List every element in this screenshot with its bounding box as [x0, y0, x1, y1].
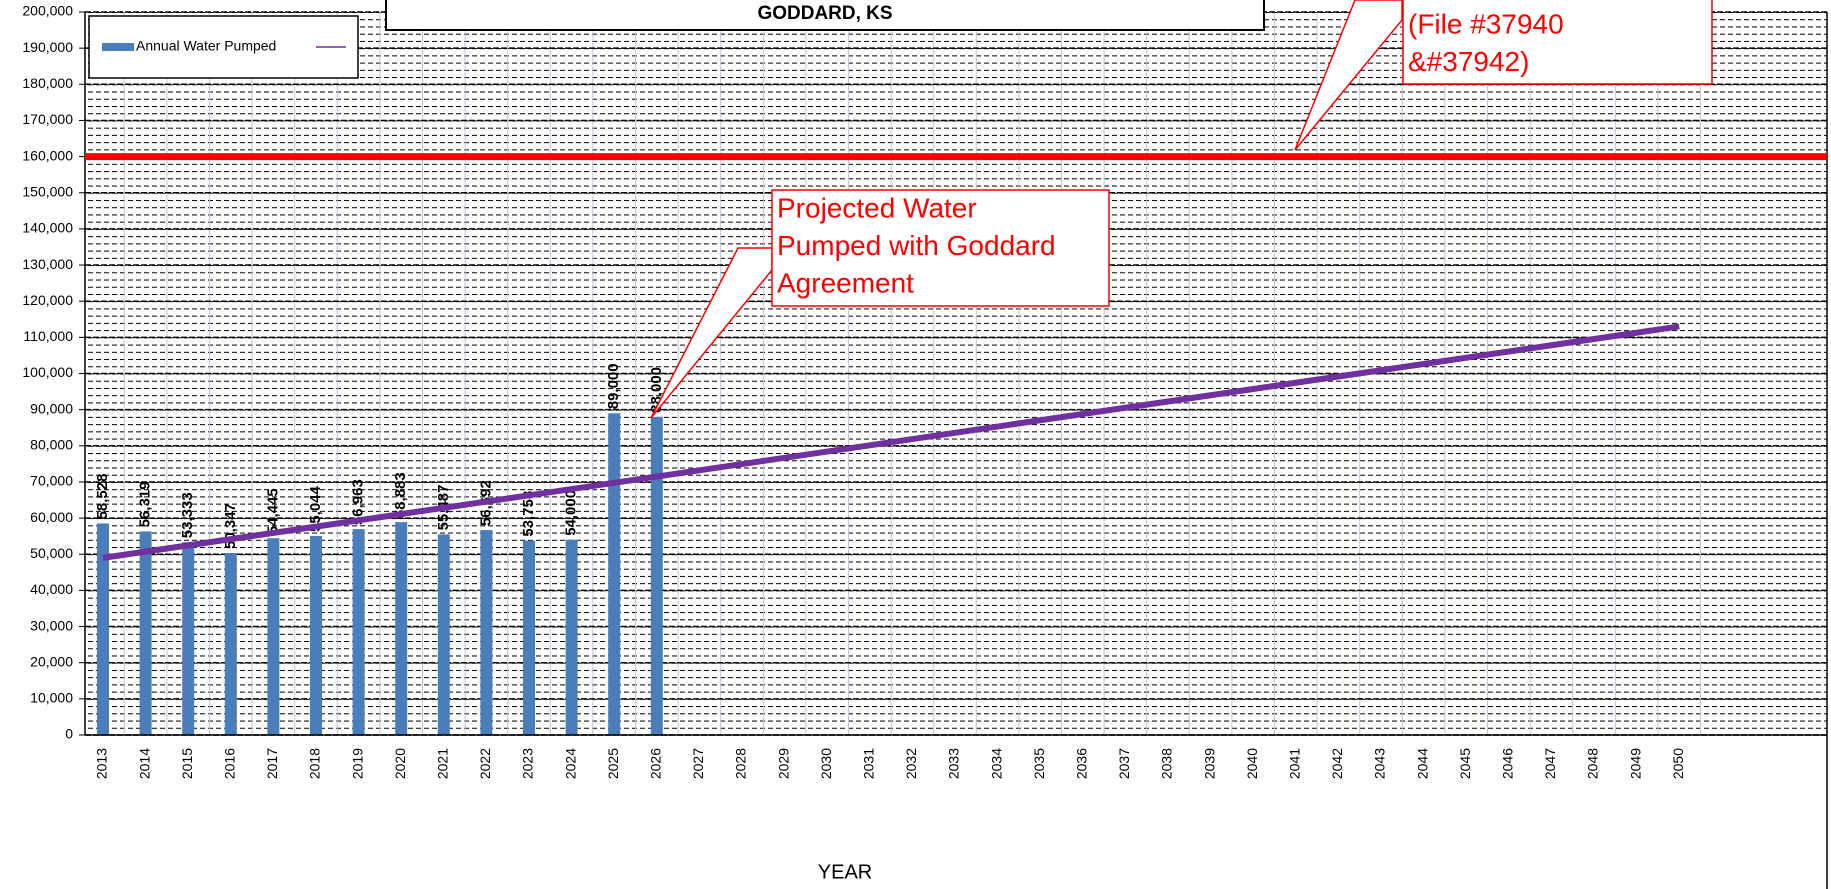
y-tick-label: 120,000: [22, 292, 73, 308]
x-tick-label: 2048: [1585, 748, 1601, 779]
y-tick-label: 60,000: [30, 509, 73, 525]
bar: [480, 530, 493, 735]
legend-label: Annual Water Pumped: [136, 38, 276, 54]
x-tick-label: 2046: [1500, 748, 1516, 779]
x-tick-label: 2019: [349, 748, 365, 779]
bar: [650, 416, 663, 735]
x-tick-label: 2047: [1542, 748, 1558, 779]
x-tick-label: 2045: [1457, 748, 1473, 779]
y-tick-label: 170,000: [22, 111, 73, 127]
x-tick-label: 2034: [988, 748, 1004, 779]
x-tick-label: 2028: [733, 748, 749, 779]
y-tick-label: 50,000: [30, 545, 73, 561]
y-tick-label: 30,000: [30, 617, 73, 633]
annotation: Projected Water: [777, 192, 977, 223]
bar: [352, 529, 365, 735]
annotation: &#37942): [1408, 46, 1529, 77]
x-tick-label: 2033: [946, 748, 962, 779]
bar: [224, 552, 237, 735]
y-tick-label: 130,000: [22, 256, 73, 272]
x-tick-label: 2025: [605, 748, 621, 779]
x-tick-label: 2041: [1287, 748, 1303, 779]
data-label: 54,000: [563, 490, 580, 536]
y-tick-label: 180,000: [22, 75, 73, 91]
x-tick-label: 2024: [562, 748, 578, 779]
bar: [395, 522, 408, 735]
annotation: Agreement: [777, 267, 914, 298]
x-tick-label: 2014: [136, 748, 152, 779]
bar: [182, 542, 195, 735]
y-tick-label: 140,000: [22, 220, 73, 236]
bar: [437, 534, 450, 735]
bar: [523, 540, 535, 735]
x-tick-label: 2030: [818, 748, 834, 779]
x-tick-label: 2018: [307, 748, 323, 779]
x-tick-label: 2049: [1627, 748, 1643, 779]
x-tick-label: 2021: [435, 748, 451, 779]
x-tick-label: 2023: [520, 748, 536, 779]
x-tick-label: 2032: [903, 748, 919, 779]
x-tick-label: 2031: [861, 748, 877, 779]
annotation: (File #37940: [1408, 8, 1564, 39]
data-label: 53,758: [520, 491, 537, 537]
y-tick-label: 150,000: [22, 183, 73, 199]
data-label: 56,319: [137, 482, 154, 528]
x-tick-label: 2050: [1670, 748, 1686, 779]
bar: [97, 523, 109, 735]
bar: [565, 539, 578, 735]
y-tick-label: 90,000: [30, 400, 73, 416]
bar: [310, 536, 322, 735]
y-tick-label: 190,000: [22, 39, 73, 55]
x-tick-label: 2039: [1201, 748, 1217, 779]
data-label: 56,963: [350, 479, 367, 525]
x-tick-label: 2020: [392, 748, 408, 779]
data-label: 53,333: [179, 492, 196, 538]
data-label: 54,445: [264, 488, 281, 534]
x-tick-label: 2029: [775, 748, 791, 779]
callout: [1294, 0, 1403, 151]
title-box: [385, 0, 1265, 31]
data-label: 58,528: [94, 474, 111, 520]
x-tick-label: 2036: [1074, 748, 1090, 779]
y-tick-label: 160,000: [22, 147, 73, 163]
x-tick-label: 2038: [1159, 748, 1175, 779]
annotation-box: [771, 189, 1110, 307]
legend-swatch: [102, 43, 134, 51]
annotation: Pumped with Goddard: [777, 230, 1056, 261]
x-tick-label: 2013: [94, 748, 110, 779]
y-tick-label: 10,000: [30, 690, 73, 706]
x-tick-label: 2016: [222, 748, 238, 779]
data-label: 58,883: [392, 472, 409, 518]
chart-title: GODDARD, KS: [757, 3, 892, 24]
x-tick-label: 2040: [1244, 748, 1260, 779]
y-tick-label: 100,000: [22, 364, 73, 380]
x-tick-label: 2042: [1329, 748, 1345, 779]
bar: [608, 413, 621, 735]
x-tick-label: 2043: [1372, 748, 1388, 779]
data-label: 88,000: [648, 367, 665, 413]
x-tick-label: 2037: [1116, 748, 1132, 779]
y-tick-label: 40,000: [30, 581, 73, 597]
data-label: 89,000: [605, 363, 622, 409]
bar: [267, 538, 280, 735]
annotation-box: [1402, 0, 1713, 85]
line: [102, 323, 1680, 561]
x-tick-label: 2017: [264, 748, 280, 779]
y-tick-label: 20,000: [30, 653, 73, 669]
y-tick-label: 110,000: [23, 328, 73, 344]
x-tick-label: 2026: [648, 748, 664, 779]
y-tick-label: 200,000: [22, 3, 73, 19]
bar: [139, 531, 152, 735]
y-tick-label: 70,000: [30, 473, 73, 489]
x-tick-label: 2035: [1031, 748, 1047, 779]
x-tick-label: 2044: [1414, 748, 1430, 779]
y-tick-label: 0: [65, 726, 73, 742]
data-label: 55,044: [307, 485, 324, 532]
x-tick-label: 2015: [179, 748, 195, 779]
x-axis-title: YEAR: [818, 861, 872, 883]
x-tick-label: 2022: [477, 748, 493, 779]
x-tick-label: 2027: [690, 748, 706, 779]
y-tick-label: 80,000: [30, 437, 73, 453]
